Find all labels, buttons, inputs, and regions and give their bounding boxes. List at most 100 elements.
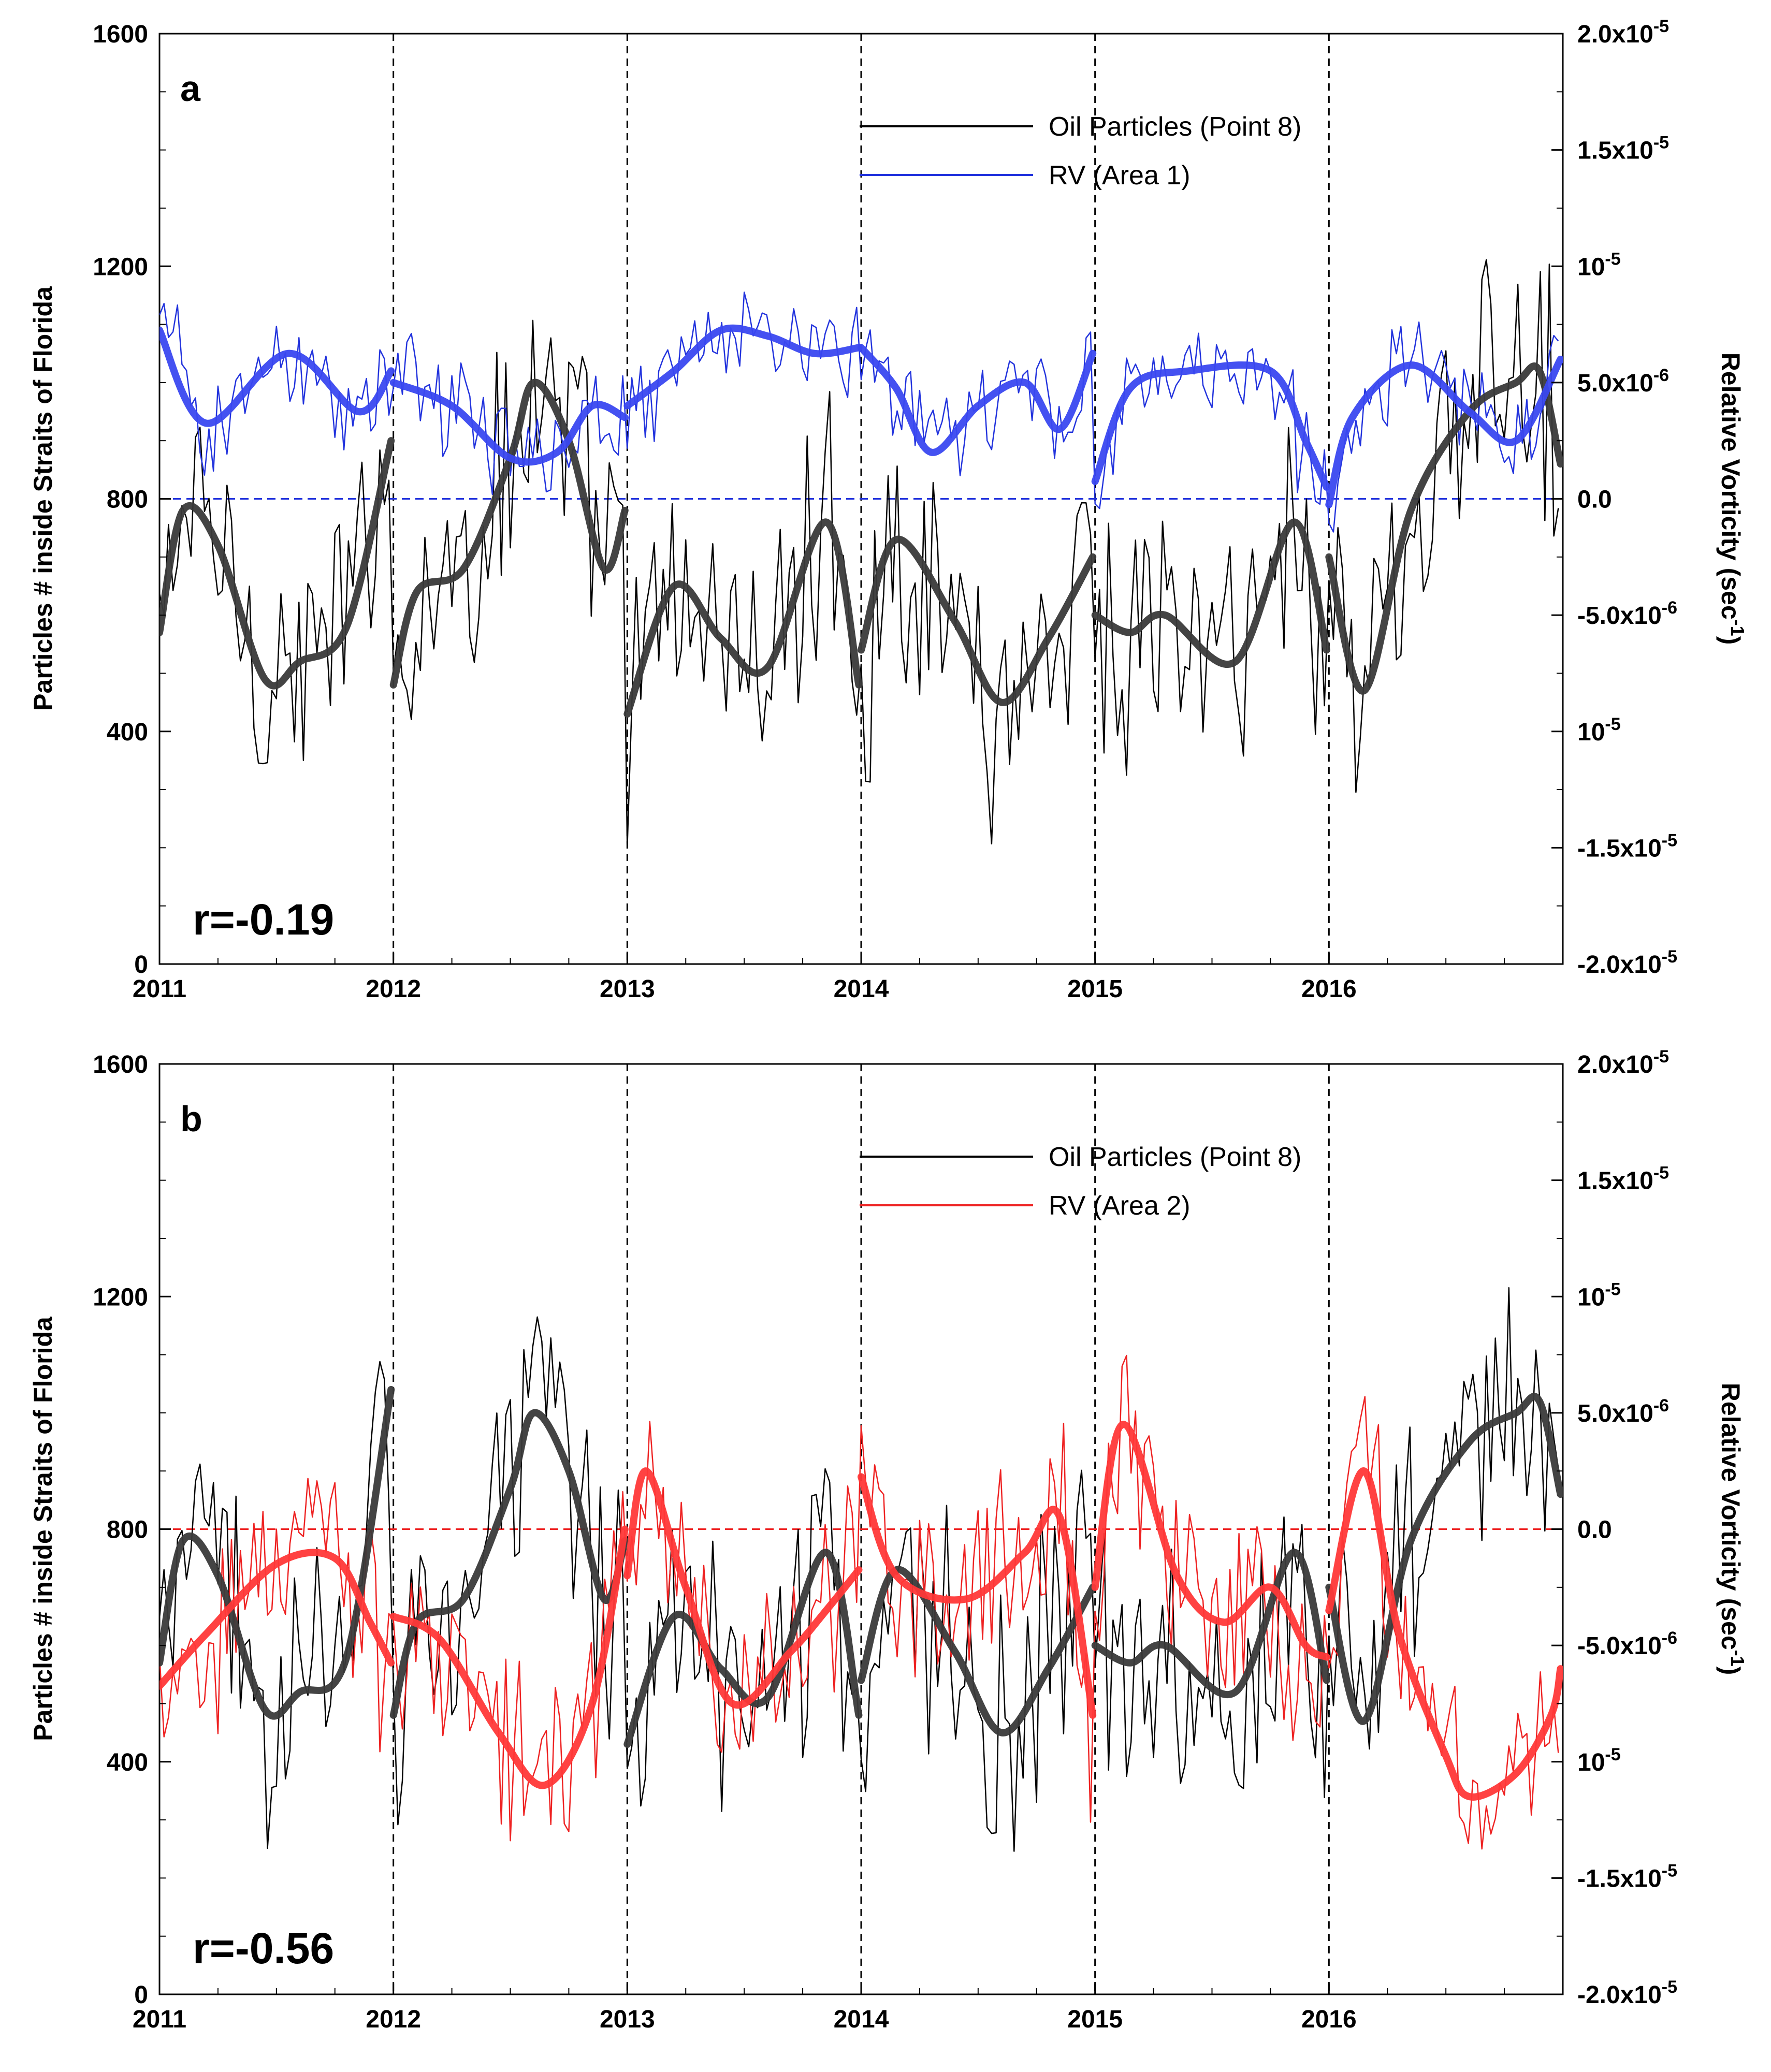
panel-b-series-1-smooth-year-2014 bbox=[858, 1473, 1097, 1719]
panel-b-right-axis-title-main: Relative Vorticity (sec bbox=[1716, 1383, 1745, 1650]
panel-b-left-tick-label-1200: 1200 bbox=[93, 1283, 148, 1311]
panel-a-left-axis-title: Particles # inside Straits of Florida bbox=[28, 286, 57, 711]
panel-a-series-0-smooth-year-2014 bbox=[858, 535, 1097, 706]
panel-a-right-tick-label-base: 10 bbox=[1577, 719, 1605, 746]
panel-a-right-tick-label-0: -2.0x10-5 bbox=[1577, 947, 1677, 979]
panel-b-right-tick-label-exp: -5 bbox=[1662, 1861, 1677, 1880]
panel-b-right-tick-label-base: 5.0x10 bbox=[1577, 1400, 1653, 1427]
panel-a-series-0-smooth-year-2016 bbox=[1325, 362, 1563, 695]
panel-a-right-tick-label-exp: -5 bbox=[1605, 249, 1620, 269]
panel-b-right-tick-label-base: -1.5x10 bbox=[1577, 1865, 1662, 1892]
panel-b-left-tick-label-1600: 1600 bbox=[93, 1051, 148, 1078]
panel-b-legend: Oil Particles (Point 8) RV (Area 2) bbox=[860, 1142, 1301, 1221]
panel-a-correlation: r=-0.19 bbox=[193, 895, 334, 944]
panel-b-right-tick-label-base: -2.0x10 bbox=[1577, 1981, 1662, 2009]
panel-a-right-axis-title-sup: -1 bbox=[1727, 620, 1748, 636]
panel-b-series-1-smooth-year-2015 bbox=[1091, 1421, 1330, 1661]
panel-b-right-axis-title-close: ) bbox=[1716, 1667, 1745, 1675]
panel-a-right-axis-title-main: Relative Vorticity (sec bbox=[1716, 353, 1745, 620]
panel-a-left-tick-label-0: 0 bbox=[134, 951, 148, 979]
panel-a-series-0-smooth-year-2012 bbox=[389, 378, 629, 689]
panel-a-x-tick-label-2012: 2012 bbox=[366, 975, 421, 1003]
panel-b-right-tick-label-exp: -5 bbox=[1653, 1163, 1669, 1183]
panel-a-right-axis-title: Relative Vorticity (sec-1) bbox=[1716, 353, 1748, 645]
panel-a-series-1-smooth-year-2011 bbox=[159, 326, 395, 427]
panel-b-right-tick-label-2: 10-5 bbox=[1577, 1745, 1621, 1776]
panel-a-right-tick-label-exp: -6 bbox=[1662, 598, 1677, 618]
panel-a-right-tick-label-5: 5.0x10-6 bbox=[1577, 366, 1669, 397]
panel-b-right-axis-title-sup: -1 bbox=[1727, 1650, 1748, 1667]
panel-b-left-axis-title: Particles # inside Straits of Florida bbox=[28, 1316, 57, 1741]
panel-a-right-tick-label-base: -5.0x10 bbox=[1577, 602, 1662, 630]
panel-a-series-0-raw-line bbox=[159, 259, 1559, 849]
panel-a-right-tick-label-8: 2.0x10-5 bbox=[1577, 17, 1669, 48]
panel-b-x-tick-label-2014: 2014 bbox=[834, 2006, 889, 2033]
panel-a-right-tick-label-base: 10 bbox=[1577, 253, 1605, 281]
panel-a-right-tick-label-6: 10-5 bbox=[1577, 249, 1621, 281]
panel-b: b r=-0.56 Oil Particles (Point 8) RV (Are… bbox=[28, 1063, 1748, 1995]
panel-a-right-tick-label-1: -1.5x10-5 bbox=[1577, 830, 1677, 862]
panel-a-x-tick-label-2015: 2015 bbox=[1067, 975, 1123, 1003]
panel-a-x-tick-label-2011: 2011 bbox=[133, 975, 186, 1003]
panel-a-right-axis-title-close: ) bbox=[1716, 636, 1745, 645]
panel-a-right-tick-label-base: 2.0x10 bbox=[1577, 21, 1653, 48]
panel-b-right-tick-label-6: 10-5 bbox=[1577, 1279, 1621, 1311]
panel-a-right-tick-label-exp: -5 bbox=[1653, 133, 1669, 153]
panel-b-legend-label-rv: RV (Area 2) bbox=[1049, 1191, 1191, 1221]
panel-b-right-tick-label-base: 10 bbox=[1577, 1283, 1605, 1311]
panel-a-right-tick-label-base: -1.5x10 bbox=[1577, 835, 1662, 862]
panel-b-legend-label-oil: Oil Particles (Point 8) bbox=[1049, 1142, 1301, 1172]
panel-a-left-tick-label-800: 800 bbox=[107, 486, 148, 514]
panel-a-x-tick-label-2014: 2014 bbox=[834, 975, 889, 1003]
panel-b-right-tick-label-4: 0.0 bbox=[1577, 1516, 1612, 1544]
panel-b-x-tick-label-2015: 2015 bbox=[1067, 2006, 1123, 2033]
panel-b-left-tick-label-800: 800 bbox=[107, 1516, 148, 1544]
panel-a-letter: a bbox=[180, 68, 201, 109]
panel-a-right-tick-label-7: 1.5x10-5 bbox=[1577, 133, 1669, 165]
panel-b-right-tick-label-3: -5.0x10-6 bbox=[1577, 1628, 1677, 1660]
panel-a-right-tick-label-4: 0.0 bbox=[1577, 486, 1612, 514]
panel-b-right-tick-label-5: 5.0x10-6 bbox=[1577, 1396, 1669, 1427]
panel-b-letter: b bbox=[180, 1099, 202, 1139]
panel-b-x-tick-label-2013: 2013 bbox=[600, 2006, 655, 2033]
panel-a-plot-area bbox=[159, 34, 1563, 964]
panel-b-right-axis-title: Relative Vorticity (sec-1) bbox=[1716, 1383, 1748, 1675]
panel-b-series-0-smooth-year-2013 bbox=[623, 1549, 863, 1748]
panel-b-x-tick-label-2012: 2012 bbox=[366, 2006, 421, 2033]
panel-b-left-tick-label-400: 400 bbox=[107, 1749, 148, 1776]
panel-a-right-tick-label-base: 0.0 bbox=[1577, 486, 1612, 514]
panel-b-series-0-smooth-year-2012 bbox=[389, 1409, 629, 1719]
panel-b-right-tick-label-base: 2.0x10 bbox=[1577, 1051, 1653, 1078]
panel-b-right-tick-label-base: 10 bbox=[1577, 1749, 1605, 1776]
panel-b-x-tick-label-2011: 2011 bbox=[133, 2006, 186, 2033]
panel-b-series-1-smooth-year-2013 bbox=[623, 1467, 863, 1709]
panel-b-right-tick-label-exp: -6 bbox=[1653, 1396, 1669, 1416]
panel-a-series-1-smooth-year-2015 bbox=[1091, 361, 1330, 491]
panel-a-right-tick-label-2: 10-5 bbox=[1577, 714, 1621, 746]
panel-b-right-tick-label-0: -2.0x10-5 bbox=[1577, 1977, 1677, 2009]
panel-a-x-tick-label-2013: 2013 bbox=[600, 975, 655, 1003]
panel-b-right-tick-label-7: 1.5x10-5 bbox=[1577, 1163, 1669, 1195]
panel-a-series-0-smooth-year-2013 bbox=[623, 518, 863, 718]
panel-b-right-tick-label-exp: -5 bbox=[1662, 1977, 1677, 1997]
panel-b-series-0-smooth-year-2016 bbox=[1325, 1393, 1563, 1725]
panel-a-legend: Oil Particles (Point 8) RV (Area 1) bbox=[860, 112, 1301, 191]
panel-b-right-tick-label-exp: -5 bbox=[1653, 1047, 1669, 1067]
panel-b-left-tick-label-0: 0 bbox=[134, 1981, 148, 2009]
panel-b-right-tick-label-1: -1.5x10-5 bbox=[1577, 1861, 1677, 1892]
panel-b-series-0-smooth-year-2014 bbox=[858, 1566, 1097, 1737]
panel-a-series-1-smooth-year-2012 bbox=[389, 378, 629, 466]
panel-a-series-1-raw-line bbox=[159, 291, 1559, 533]
panel-a-series-1-smooth-year-2014 bbox=[858, 344, 1097, 456]
panel-a-x-tick-label-2016: 2016 bbox=[1301, 975, 1357, 1003]
panel-a-right-tick-label-exp: -6 bbox=[1653, 366, 1669, 385]
panel-a-right-tick-label-base: -2.0x10 bbox=[1577, 951, 1662, 979]
panel-b-series-1-smooth-year-2012 bbox=[389, 1525, 629, 1789]
panel-a-right-tick-label-exp: -5 bbox=[1662, 947, 1677, 967]
panel-a-left-tick-label-1200: 1200 bbox=[93, 253, 148, 281]
panel-a-right-tick-label-exp: -5 bbox=[1662, 830, 1677, 850]
panel-a-legend-label-rv: RV (Area 1) bbox=[1049, 160, 1191, 191]
panel-a-right-tick-label-exp: -5 bbox=[1653, 17, 1669, 36]
panel-b-right-tick-label-8: 2.0x10-5 bbox=[1577, 1047, 1669, 1078]
panel-b-right-tick-label-base: 1.5x10 bbox=[1577, 1168, 1653, 1195]
